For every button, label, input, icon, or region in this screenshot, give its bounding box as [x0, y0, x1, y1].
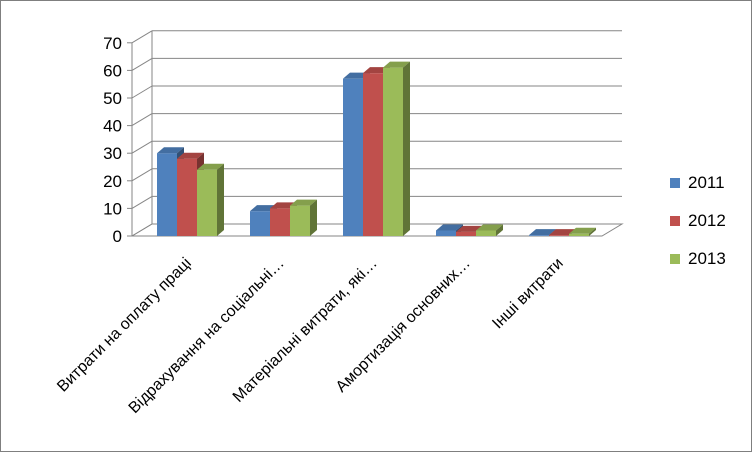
gridline-depth [131, 168, 153, 182]
bar-front [569, 233, 589, 236]
gridline-depth [131, 57, 153, 71]
bar-front [157, 153, 177, 236]
x-category-label: Відрахування на соціальні… [126, 255, 288, 417]
y-tick-label: 30 [103, 144, 122, 163]
bar-top [157, 147, 184, 154]
bar-front [383, 67, 403, 236]
bar-top [290, 199, 317, 206]
bar-front [197, 169, 217, 236]
gridline-depth [131, 223, 153, 237]
x-category-label: Інші витрати [489, 255, 566, 332]
bar-side [496, 224, 503, 236]
bar-2013-2 [383, 61, 410, 236]
legend-item-2011: 2011 [670, 173, 725, 192]
bar-top [529, 229, 556, 236]
y-tick-label: 70 [103, 34, 122, 53]
bar-front [363, 73, 383, 236]
legend-label: 2011 [688, 173, 725, 192]
legend-item-2012: 2012 [670, 211, 726, 230]
bar-top [177, 152, 204, 159]
y-tick-label: 50 [103, 89, 122, 108]
y-tick-label: 20 [103, 172, 122, 191]
legend-swatch [670, 216, 680, 226]
bar-front [529, 235, 549, 236]
bar-side [403, 61, 410, 236]
bar-front [270, 208, 290, 236]
y-axis-ticks: 0 10 20 30 40 50 60 70 [103, 34, 122, 246]
gridline-depth [131, 85, 153, 99]
bar-front [456, 231, 476, 236]
y-tick-label: 60 [103, 61, 122, 80]
bar-2013-4 [569, 227, 596, 236]
bar-front [343, 78, 363, 237]
legend: 2011 2012 2013 [670, 173, 726, 268]
bar-front [177, 158, 197, 236]
bar-2013-1 [290, 199, 317, 236]
bar-front [290, 205, 310, 236]
bar-top [476, 224, 503, 231]
bar-top [197, 163, 224, 170]
bar-top [383, 61, 410, 68]
bar-2013-3 [476, 224, 503, 236]
legend-swatch [670, 178, 680, 188]
legend-label: 2013 [688, 249, 726, 268]
y-tick-label: 40 [103, 117, 122, 136]
bar-top [569, 227, 596, 234]
gridline-depth [131, 30, 153, 44]
bar-top [436, 224, 463, 231]
bar-side [310, 199, 317, 236]
bar-front [476, 230, 496, 236]
bar-front [436, 230, 456, 236]
y-tick-label: 10 [103, 199, 122, 218]
legend-label: 2012 [688, 211, 726, 230]
bar-front [549, 235, 569, 236]
gridline-depth [131, 113, 153, 127]
y-tick-label: 0 [113, 227, 122, 246]
gridline-depth [131, 140, 153, 154]
bar-front [250, 211, 270, 236]
legend-item-2013: 2013 [670, 249, 726, 268]
bar-2013-0 [197, 163, 224, 236]
gridline-depth [131, 195, 153, 209]
bar-side [589, 227, 596, 236]
legend-swatch [670, 254, 680, 264]
bar-side [217, 163, 224, 236]
bars [157, 61, 596, 237]
